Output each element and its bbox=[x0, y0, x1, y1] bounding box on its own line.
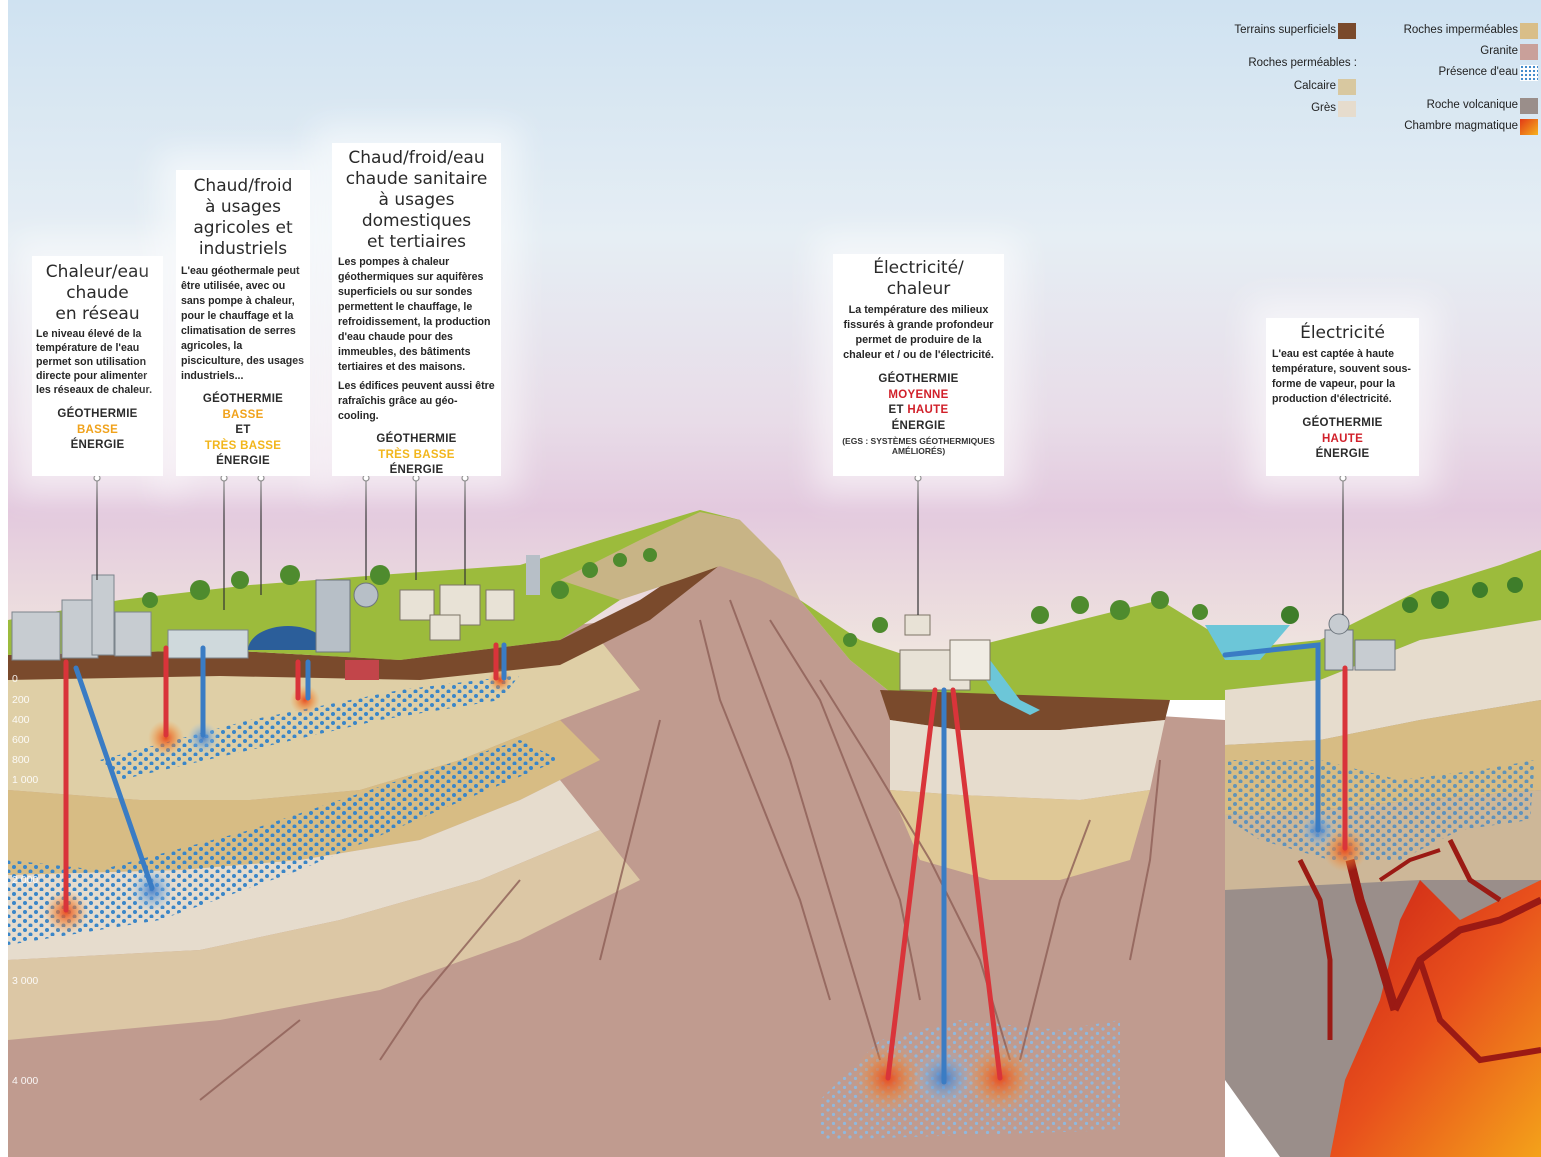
legend-swatch-presence-eau bbox=[1520, 65, 1538, 81]
legend-label: Grès bbox=[1311, 102, 1336, 114]
depth-label: 4 000 bbox=[12, 1075, 39, 1087]
card-domestic-tertiary: Chaud/froid/eau chaude sanitaire à usage… bbox=[332, 143, 501, 476]
card-title-line: Chaud/froid/eau bbox=[348, 148, 485, 168]
legend-swatch-gres bbox=[1338, 101, 1356, 117]
card-title-line: Chaud/froid bbox=[193, 176, 293, 196]
card-electricity: Électricité L'eau est captée à haute tem… bbox=[1266, 318, 1419, 476]
energy-label: GÉOTHERMIE bbox=[878, 373, 959, 386]
energy-label: GÉOTHERMIE bbox=[1302, 417, 1383, 430]
card-description: La température des milieux fissurés à gr… bbox=[843, 304, 994, 362]
energy-level-badge: BASSE bbox=[222, 408, 264, 421]
legend-label: Chambre magmatique bbox=[1404, 120, 1518, 132]
legend-label: Roche volcanique bbox=[1426, 99, 1518, 111]
depth-label: 0 bbox=[12, 673, 18, 685]
energy-label: GÉOTHERMIE bbox=[57, 408, 138, 421]
energy-level-badge: MOYENNE bbox=[888, 388, 949, 401]
energy-label: ÉNERGIE bbox=[1315, 448, 1370, 461]
city-buildings bbox=[11, 574, 152, 661]
card-description-extra: Les édifices peuvent aussi être rafraîch… bbox=[338, 380, 495, 423]
legend-swatch-granite bbox=[1520, 44, 1538, 60]
energy-level-badge: HAUTE bbox=[907, 404, 949, 417]
card-title-line: et tertiaires bbox=[366, 232, 467, 253]
energy-level-badge: HAUTE bbox=[1321, 432, 1364, 445]
depth-label: 800 bbox=[12, 754, 30, 766]
depth-label: 200 bbox=[12, 694, 30, 706]
card-description: Le niveau élevé de la température de l'e… bbox=[36, 328, 153, 397]
card-title-line: à usages bbox=[378, 190, 455, 211]
legend-label: Roches imperméables bbox=[1403, 24, 1518, 36]
legend-label: Roches perméables : bbox=[1248, 57, 1357, 69]
depth-label: 3 000 bbox=[12, 975, 39, 987]
legend-label: Calcaire bbox=[1293, 80, 1336, 92]
card-title-line: en réseau bbox=[55, 304, 140, 325]
card-title-line: chaleur bbox=[886, 279, 951, 300]
energy-label: ÉNERGIE bbox=[70, 439, 125, 452]
card-description: L'eau géothermale peut être utilisée, av… bbox=[181, 265, 305, 383]
legend-label: Présence d'eau bbox=[1438, 66, 1518, 78]
legend-swatch-roches-impermeables bbox=[1520, 23, 1538, 39]
depth-label: 600 bbox=[12, 734, 30, 746]
card-title-line: à usages bbox=[205, 197, 281, 218]
energy-level-badge: BASSE bbox=[76, 423, 119, 436]
egs-note: (EGS : SYSTÈMES GÉOTHERMIQUES AMÉLIORÉS) bbox=[842, 436, 995, 457]
legend-swatch-calcaire bbox=[1338, 79, 1356, 95]
legend-swatch-terrains-superficiels bbox=[1338, 23, 1356, 39]
card-title-line: Électricité bbox=[1300, 323, 1385, 343]
energy-level-badge: TRÈS BASSE bbox=[204, 439, 282, 452]
depth-label: 1 000 bbox=[12, 774, 39, 786]
energy-label: GÉOTHERMIE bbox=[202, 393, 284, 406]
card-title-line: agricoles et bbox=[193, 218, 293, 239]
energy-level-badge: TRÈS BASSE bbox=[378, 448, 455, 461]
legend-swatch-chambre-magmatique bbox=[1520, 119, 1538, 135]
legend-swatch-roche-volcanique bbox=[1520, 98, 1538, 114]
depth-label: 400 bbox=[12, 714, 30, 726]
energy-label: ÉNERGIE bbox=[891, 419, 946, 432]
card-title-line: Chaleur/eau bbox=[45, 262, 150, 282]
card-agricultural-industrial: Chaud/froid à usages agricoles et indust… bbox=[176, 170, 310, 476]
card-description: L'eau est captée à haute température, so… bbox=[1272, 348, 1411, 406]
legend-label: Granite bbox=[1480, 45, 1518, 57]
energy-label: ÉNERGIE bbox=[389, 464, 444, 477]
card-title-line: Électricité/ bbox=[873, 258, 964, 278]
card-electricity-heat: Électricité/ chaleur La température des … bbox=[833, 254, 1004, 476]
legend-label: Terrains superficiels bbox=[1234, 24, 1336, 36]
card-description: Les pompes à chaleur géothermiques sur a… bbox=[338, 256, 491, 374]
card-title-line: domestiques bbox=[361, 211, 472, 232]
energy-label: GÉOTHERMIE bbox=[376, 433, 457, 446]
card-title-line: chaude bbox=[66, 283, 129, 304]
energy-label: ET bbox=[888, 404, 908, 417]
card-title-line: chaude sanitaire bbox=[345, 169, 488, 190]
energy-label: ÉNERGIE bbox=[216, 455, 270, 468]
depth-label: 2 000 bbox=[12, 874, 39, 886]
energy-label: ET bbox=[235, 424, 251, 437]
card-title-line: industriels bbox=[198, 239, 288, 260]
card-district-heating: Chaleur/eau chaude en réseau Le niveau é… bbox=[32, 256, 163, 476]
